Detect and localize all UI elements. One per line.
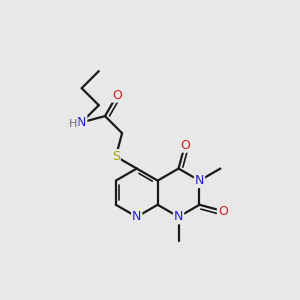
Text: O: O [112, 89, 122, 102]
Text: N: N [195, 174, 204, 187]
Text: H: H [69, 119, 78, 129]
Text: N: N [132, 210, 141, 223]
Text: O: O [180, 139, 190, 152]
Text: N: N [174, 210, 183, 223]
Text: O: O [218, 205, 228, 218]
Text: S: S [112, 150, 120, 163]
Text: N: N [77, 116, 86, 129]
